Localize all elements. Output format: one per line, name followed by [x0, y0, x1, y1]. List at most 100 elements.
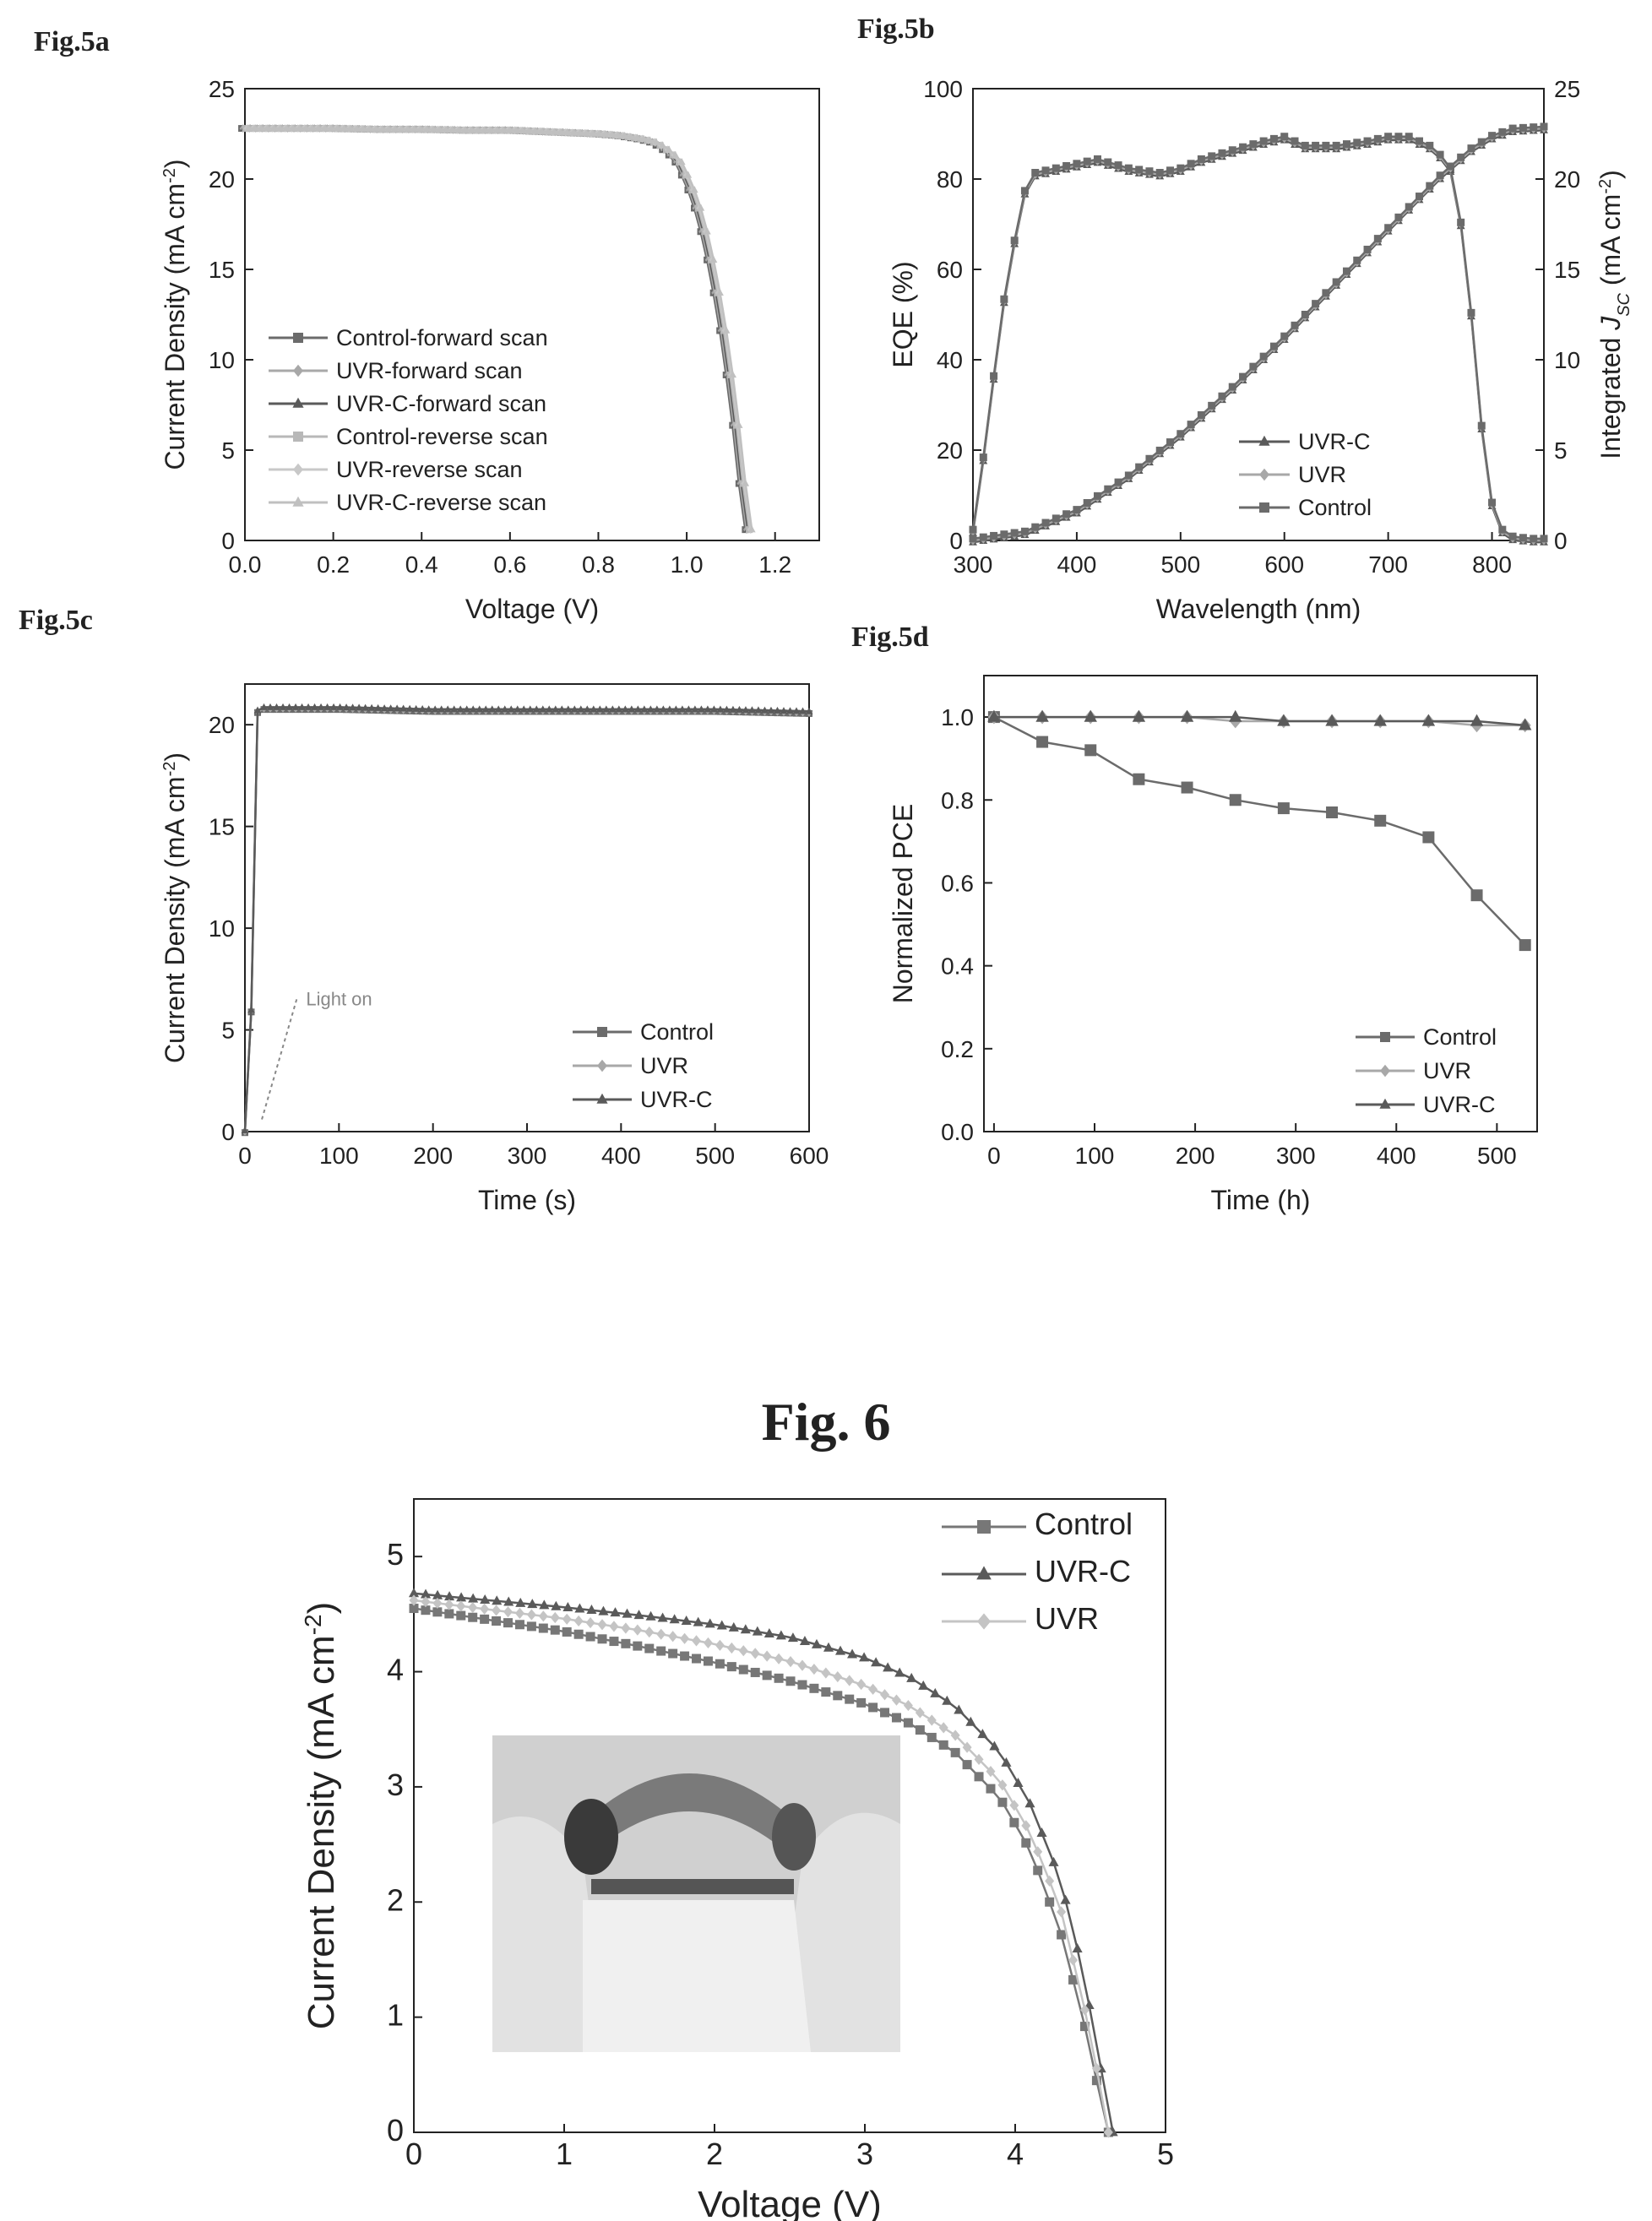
legend-entry: UVR-C-forward scan	[336, 391, 546, 416]
legend-entry: UVR	[640, 1053, 688, 1078]
x-tick-label: 0	[238, 1143, 252, 1169]
fig6-series-2-point	[692, 1635, 702, 1647]
fig6-series-1-point	[681, 1615, 692, 1625]
fig6-series-2-point	[432, 1597, 443, 1610]
y2-tick-label: 10	[1554, 347, 1580, 373]
fig5c-series-2-point	[653, 705, 661, 713]
fig5a-series-5-point	[671, 150, 680, 158]
fig6-series-0-point	[1057, 1930, 1067, 1940]
legend-marker	[1259, 468, 1269, 481]
fig6-series-0-point	[715, 1659, 725, 1669]
paper-base	[583, 1900, 811, 2052]
x-axis-label: Time (s)	[478, 1185, 576, 1215]
fig5b-jsc-2-point	[1166, 438, 1175, 447]
fig6-series-1-point	[811, 1638, 823, 1648]
x-tick-label: 300	[1276, 1143, 1316, 1169]
fig5b-eqe-2-point	[1394, 133, 1403, 141]
fig5d-series-2-point	[1084, 709, 1097, 722]
fig5a-series-5-point	[607, 130, 616, 138]
fig5c-series-2-point	[666, 705, 674, 713]
y-axis-label: Current Density (mA cm-2)	[160, 752, 190, 1063]
fig5b-eqe-1-line	[971, 137, 1544, 542]
fig5b-jsc-0-line	[972, 128, 1545, 544]
fig6-series-1-point	[539, 1599, 550, 1610]
fig6-series-1-point	[598, 1605, 609, 1616]
fig5c-series-2-point	[729, 705, 737, 713]
legend-marker	[293, 333, 303, 343]
fig5b-jsc-2-point	[1041, 519, 1050, 527]
fig6-series-0-point	[762, 1670, 772, 1681]
fig5c-series-2-point	[323, 703, 331, 710]
fig5b-eqe-2-point	[979, 453, 987, 462]
fig6-series-2-point	[856, 1678, 867, 1691]
fig5a-series-5-point	[372, 125, 380, 133]
chart-fig5d: 0 100 200 300 400 500 0.0 0.2 0.4 0.6 0.8 1.0 Time (…	[888, 675, 1538, 1215]
fig5b-eqe-2-point	[1093, 155, 1101, 163]
y-axis-label: Current Density (mA cm-2)	[160, 159, 190, 470]
legend-entry: UVR-C	[1423, 1092, 1496, 1117]
fig6-series-0-point	[856, 1697, 867, 1708]
fig5c-series-1-line	[243, 707, 810, 1132]
fig5b-jsc-2-point	[1488, 132, 1497, 140]
fig5b-eqe-2-point	[1312, 141, 1320, 149]
fig5a-series-5-point	[639, 134, 648, 142]
x-tick-label: 0.4	[405, 551, 438, 578]
fig5c-series-2-point	[241, 1126, 249, 1133]
fig5b-jsc-2-point	[1467, 144, 1475, 153]
fig5a-series-5-point	[601, 130, 610, 138]
fig6-series-0-point	[1079, 2022, 1090, 2032]
fig6-series-1-point	[515, 1597, 526, 1607]
fig6-series-2-point	[974, 1753, 984, 1765]
fig5b-jsc-2-point	[1540, 122, 1548, 131]
fig5b-eqe-2-point	[990, 372, 998, 380]
legend-entry: Control-forward scan	[336, 325, 548, 350]
left-thumb-shadow	[564, 1799, 618, 1875]
fig6-series-0-point	[538, 1623, 548, 1633]
fig5b-jsc-2-point	[1093, 491, 1101, 500]
fig6-series-1-point	[551, 1600, 562, 1610]
x-tick-label: 600	[1264, 551, 1304, 578]
fig6-series-0-point	[514, 1620, 524, 1630]
y2-axis-label: Integrated JSC (mA cm-2)	[1595, 170, 1633, 459]
fig6-series-1-point	[883, 1662, 894, 1672]
fig6-series-1-point	[622, 1608, 633, 1618]
fig6-series-2-point	[633, 1624, 643, 1636]
fig5a-series-5-point	[576, 128, 584, 136]
fig5b-jsc-2-point	[1405, 203, 1413, 211]
fig6-series-0-point	[797, 1680, 807, 1690]
fig6-series-0-point	[585, 1632, 595, 1642]
fig5a-series-5-point	[365, 125, 373, 133]
fig6-series-2-point	[1091, 2062, 1101, 2075]
y-tick-label: 0.2	[941, 1036, 974, 1062]
fig5b-jsc-2-point	[1083, 498, 1091, 507]
y2-tick-label: 25	[1554, 76, 1580, 102]
fig5c-series-2-point	[754, 706, 763, 714]
fig6-series-2-point	[656, 1628, 666, 1640]
fig5a-series-5-point	[480, 126, 488, 133]
fig5d-series-0-point	[1036, 736, 1049, 748]
fig5c-series-2-point	[475, 705, 484, 713]
legend-entry: Control-reverse scan	[336, 424, 548, 449]
fig6-series-0-point	[668, 1648, 678, 1659]
fig5a-series-5-point	[461, 126, 469, 133]
fig6-series-2-point	[409, 1594, 419, 1606]
x-tick-label: 0.2	[317, 551, 350, 578]
fig5b-eqe-2-point	[1363, 137, 1372, 145]
fig6-series-0-point	[621, 1638, 631, 1648]
fig6-series-1-point	[503, 1596, 514, 1606]
fig5c-series-2-point	[704, 705, 712, 713]
fig5b-eqe-2-point	[1083, 157, 1091, 166]
chart-fig5a: 0.0 0.2 0.4 0.6 0.8 1.0 1.2 0 5 10 15 20 25 Voltage (…	[160, 76, 820, 624]
fig5a-series-5-point	[589, 129, 596, 137]
fig5c-series-2-point	[405, 704, 414, 712]
fig5a-series-5-point	[340, 124, 348, 132]
x-tick-label: 1	[556, 2137, 573, 2171]
fig5b-jsc-2-point	[1312, 300, 1320, 308]
fig6-series-2-point	[845, 1675, 855, 1686]
fig5a-series-5-point	[442, 125, 450, 133]
fig6-series-0-point	[692, 1654, 702, 1664]
fig6-series-1-point	[1036, 1827, 1047, 1837]
fig6-series-1-point	[432, 1589, 443, 1599]
fig5b-jsc-2-point	[1498, 128, 1507, 136]
